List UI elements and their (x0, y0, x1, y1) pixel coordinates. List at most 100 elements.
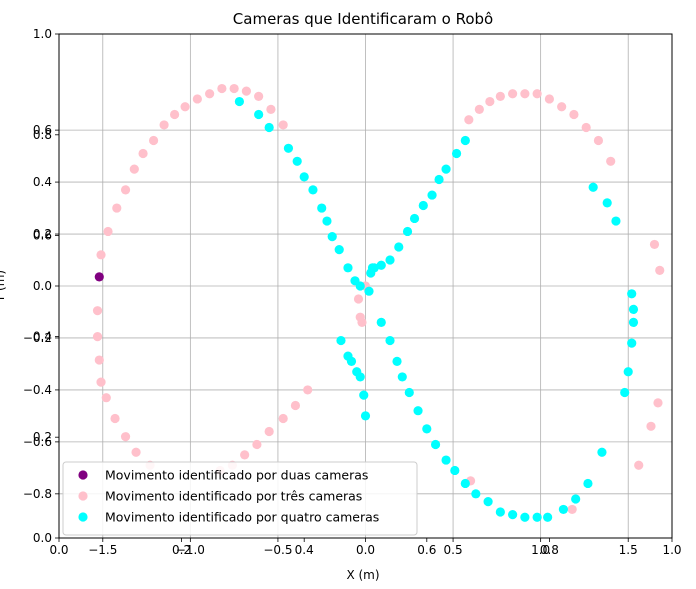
data-point (588, 182, 598, 192)
data-point (346, 356, 357, 366)
overlay-x-tick-label: 0.2 (172, 543, 191, 557)
data-point (94, 355, 104, 365)
y-tick-label: −0.6 (23, 435, 52, 449)
data-point (159, 120, 169, 130)
data-point (355, 281, 365, 291)
data-point (602, 198, 612, 208)
legend: Movimento identificado por duas cameras M… (62, 461, 418, 536)
data-point (474, 104, 484, 114)
overlay-axes: 0.0 0.2 0.4 0.6 0.8 1.00.00.20.40.60.81.0 (33, 27, 682, 557)
series-3 (234, 96, 639, 522)
data-point (464, 115, 474, 125)
data-point (192, 94, 202, 104)
data-point (485, 96, 495, 107)
data-point (334, 245, 344, 255)
data-point (606, 156, 616, 166)
data-point (229, 83, 239, 94)
data-point (355, 372, 365, 382)
data-point (264, 122, 274, 133)
data-point (266, 104, 276, 114)
data-point (649, 239, 660, 250)
data-point (508, 510, 518, 520)
data-point (532, 89, 542, 99)
data-point (180, 102, 190, 112)
data-point (441, 455, 451, 465)
data-point (360, 411, 371, 421)
data-point (543, 512, 553, 522)
data-point (427, 190, 437, 200)
data-point (376, 317, 386, 327)
data-point (138, 148, 148, 159)
overlay-x-tick-label: 1.0 (662, 543, 681, 557)
data-point (392, 356, 402, 366)
data-point (376, 260, 386, 270)
data-point (241, 86, 252, 96)
data-point (292, 156, 302, 166)
overlay-y-tick-label: 0.4 (33, 329, 52, 343)
data-point (343, 263, 353, 273)
data-point (557, 102, 567, 112)
data-point (620, 387, 630, 398)
data-point (653, 398, 663, 408)
scatter-points (92, 83, 665, 522)
data-point (508, 89, 518, 99)
data-point (96, 377, 106, 387)
overlay-y-tick-label: 0.0 (33, 531, 52, 545)
plot-frame (58, 33, 673, 539)
data-point (471, 489, 481, 499)
data-point (336, 335, 346, 346)
data-point (520, 512, 530, 522)
y-tick-label: −0.4 (23, 383, 52, 397)
data-point (434, 174, 444, 185)
data-point (520, 89, 530, 99)
overlay-y-tick-label: 1.0 (33, 27, 52, 41)
legend-entry: Movimento identificado por três cameras (105, 489, 362, 504)
data-point (611, 216, 621, 226)
legend-marker (78, 470, 88, 480)
data-point (120, 432, 131, 442)
overlay-y-tick-label: 0.8 (33, 128, 52, 142)
data-point (569, 109, 579, 120)
data-point (430, 439, 441, 450)
y-tick-label: −0.8 (23, 487, 52, 501)
y-tick-label: 0.6 (33, 123, 52, 137)
x-tick-label: 0.0 (356, 543, 375, 557)
data-point (583, 478, 593, 489)
data-point (597, 447, 607, 457)
data-point (290, 400, 301, 411)
overlay-x-tick-label: 0.6 (417, 543, 436, 557)
y-tick-label: 0.0 (33, 279, 52, 293)
chart-title: Cameras que Identificaram o Robô (233, 10, 493, 28)
data-point (495, 507, 505, 517)
data-point (483, 497, 493, 507)
legend-box (62, 461, 418, 536)
legend-entry: Movimento identificado por quatro camera… (105, 510, 379, 525)
data-point (303, 385, 313, 395)
data-point (460, 135, 470, 146)
data-point (628, 304, 639, 314)
x-tick-label: 0.5 (444, 543, 463, 557)
data-point (254, 109, 264, 120)
axis-ticks: −1.5 −1.0 −0.5 0.0 0.5 1.0 1.5 −0.8 −0.6 −0.4 −0.2… (0, 123, 638, 557)
data-point (567, 504, 577, 515)
data-point (205, 89, 215, 99)
data-point (129, 164, 139, 174)
legend-marker (78, 491, 88, 501)
data-point (451, 148, 462, 159)
data-point (234, 96, 244, 107)
x-tick-label: 1.0 (531, 543, 550, 557)
data-point (148, 135, 159, 146)
data-point (278, 413, 288, 424)
data-point (120, 185, 131, 195)
data-point (369, 263, 379, 273)
data-point (581, 122, 591, 133)
data-point (103, 226, 113, 237)
x-tick-label: −1.5 (88, 543, 117, 557)
x-axis-label: X (m) (346, 568, 379, 582)
data-point (450, 465, 460, 476)
data-point (252, 439, 262, 450)
data-point (627, 289, 637, 299)
data-point (413, 406, 423, 416)
data-point (422, 424, 432, 434)
